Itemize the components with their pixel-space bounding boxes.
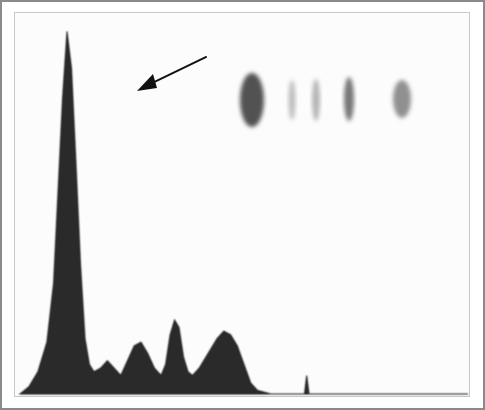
profile-area — [18, 31, 468, 395]
gel-band-5 — [393, 80, 411, 118]
densitometry-profile — [18, 31, 468, 395]
gel-band-2 — [288, 80, 296, 120]
gel-lane-bands — [240, 73, 411, 127]
gel-band-1 — [240, 73, 264, 127]
gel-band-4 — [344, 77, 354, 121]
gel-band-3 — [312, 79, 320, 121]
annotation-arrow — [137, 56, 207, 91]
plot-panel — [14, 12, 470, 397]
arrowhead-icon — [137, 74, 157, 91]
arrow-shaft — [145, 56, 207, 87]
